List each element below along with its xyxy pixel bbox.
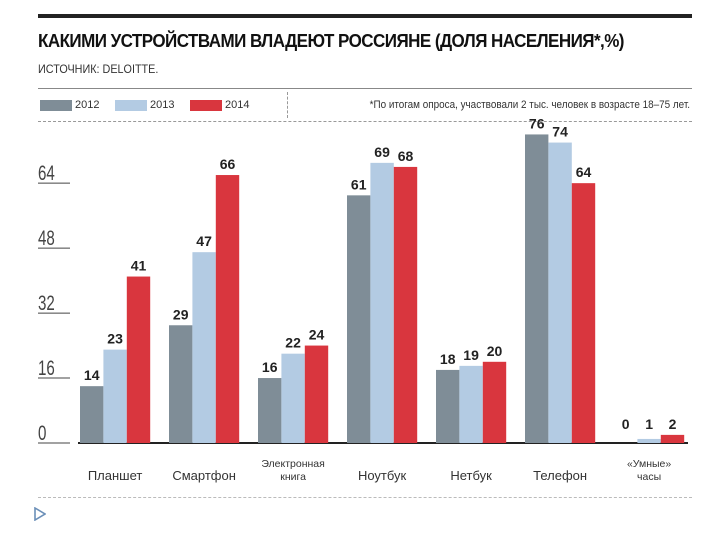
- bar-2013: [281, 353, 305, 443]
- bar-value-label: 2: [669, 416, 677, 432]
- bar-2013: [103, 349, 127, 443]
- bar-2014: [482, 361, 507, 443]
- bar-2012: [347, 195, 371, 443]
- legend-rule-bottom: [38, 121, 692, 122]
- category-label: книга: [280, 471, 306, 483]
- category-label: «Умные»: [627, 458, 671, 470]
- legend-label-2014: 2014: [225, 99, 250, 111]
- bar-value-label: 0: [622, 416, 630, 432]
- bar-2013: [548, 142, 572, 443]
- bar-value-label: 18: [440, 351, 456, 367]
- y-tick-label: 64: [38, 161, 55, 185]
- bar-value-label: 24: [309, 327, 325, 343]
- bar-value-label: 14: [84, 367, 100, 383]
- chart-title: КАКИМИ УСТРОЙСТВАМИ ВЛАДЕЮТ РОССИЯНЕ (ДО…: [38, 30, 624, 51]
- bar-value-label: 23: [107, 331, 123, 347]
- bar-2012: [525, 134, 549, 443]
- bar-value-label: 66: [220, 156, 236, 172]
- y-tick-label: 48: [38, 226, 55, 250]
- legend-item-2013: 2013: [115, 99, 174, 111]
- top-rule: [38, 14, 692, 18]
- category-label: Телефон: [533, 468, 587, 483]
- bar-value-label: 29: [173, 306, 189, 322]
- bar-value-label: 61: [351, 176, 367, 192]
- bar-value-label: 76: [529, 115, 545, 131]
- bar-value-label: 41: [131, 258, 147, 274]
- legend-item-2012: 2012: [40, 99, 99, 111]
- legend-label-2012: 2012: [75, 99, 100, 111]
- category-label: часы: [637, 471, 661, 483]
- y-tick-label: 16: [38, 356, 55, 380]
- legend-label-2013: 2013: [150, 99, 175, 111]
- bar-2014: [304, 345, 329, 443]
- category-label: Ноутбук: [358, 468, 407, 483]
- bottom-rule: [38, 497, 692, 498]
- bar-value-label: 47: [196, 233, 212, 249]
- bar-value-label: 69: [374, 144, 390, 160]
- category-label: Электронная: [261, 458, 325, 470]
- bar-2013: [637, 438, 661, 443]
- bar-value-label: 22: [285, 335, 301, 351]
- chart-source: ИСТОЧНИК: DELOITTE.: [38, 62, 159, 76]
- legend-divider: [287, 92, 288, 118]
- legend-swatch-2014: [190, 99, 222, 111]
- bar-value-label: 19: [463, 347, 479, 363]
- bar-value-label: 16: [262, 359, 278, 375]
- legend-rule-top: [38, 88, 692, 89]
- bar-2013: [459, 365, 483, 443]
- bar-value-label: 68: [398, 148, 414, 164]
- category-label: Планшет: [88, 468, 143, 483]
- bar-2013: [192, 252, 216, 443]
- bar-2014: [571, 183, 596, 443]
- legend-swatch-2012: [40, 99, 72, 111]
- bar-value-label: 20: [487, 343, 503, 359]
- category-label: Смартфон: [172, 468, 236, 483]
- bar-2012: [258, 378, 282, 443]
- legend-swatch-2013: [115, 99, 147, 111]
- category-label: Нетбук: [450, 468, 492, 483]
- slide-arrow-icon: [34, 507, 46, 521]
- bar-value-label: 1: [645, 416, 653, 432]
- bar-2014: [393, 166, 418, 444]
- bar-value-label: 64: [576, 164, 592, 180]
- legend-item-2014: 2014: [190, 99, 249, 111]
- bar-2014: [660, 434, 685, 443]
- bar-value-label: 74: [552, 124, 568, 140]
- bar-2013: [370, 162, 394, 444]
- y-tick-label: 32: [38, 291, 55, 315]
- bar-2012: [436, 369, 460, 443]
- chart-footnote: *По итогам опроса, участвовали 2 тыс. че…: [369, 99, 690, 111]
- y-tick-label: 0: [38, 420, 46, 444]
- bar-2014: [215, 175, 240, 444]
- bar-2012: [169, 325, 193, 443]
- bar-2012: [80, 386, 104, 443]
- bar-2014: [126, 276, 151, 443]
